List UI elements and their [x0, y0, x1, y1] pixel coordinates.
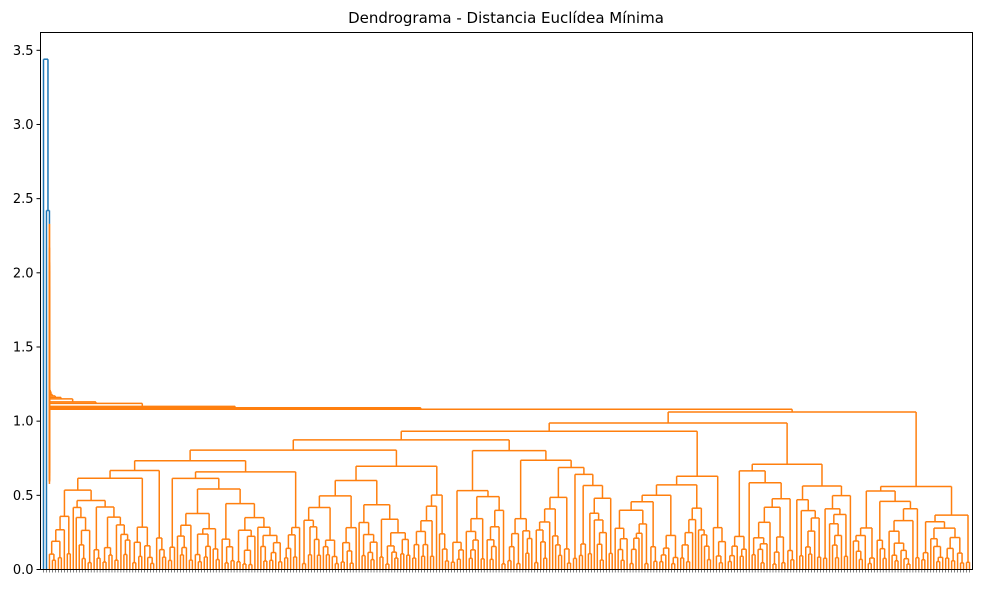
y-axis: 0.0 0.5 1.0 1.5 2.0 2.5 3.0 3.5 — [13, 44, 41, 578]
y-tick-label: 3.0 — [13, 118, 34, 133]
y-tick-label: 1.0 — [13, 415, 34, 430]
y-tick-label: 1.5 — [13, 340, 34, 355]
y-tick-label: 0.0 — [13, 563, 34, 578]
dendrogram-links — [42, 58, 971, 570]
x-axis-leaf-labels — [43, 569, 970, 573]
y-tick-label: 3.5 — [13, 44, 34, 59]
y-tick-label: 2.0 — [13, 266, 34, 281]
y-tick-label: 0.5 — [13, 489, 34, 504]
y-tick-label: 2.5 — [13, 192, 34, 207]
chart-title: Dendrograma - Distancia Euclídea Mínima — [348, 9, 664, 27]
plot-frame — [40, 32, 973, 570]
